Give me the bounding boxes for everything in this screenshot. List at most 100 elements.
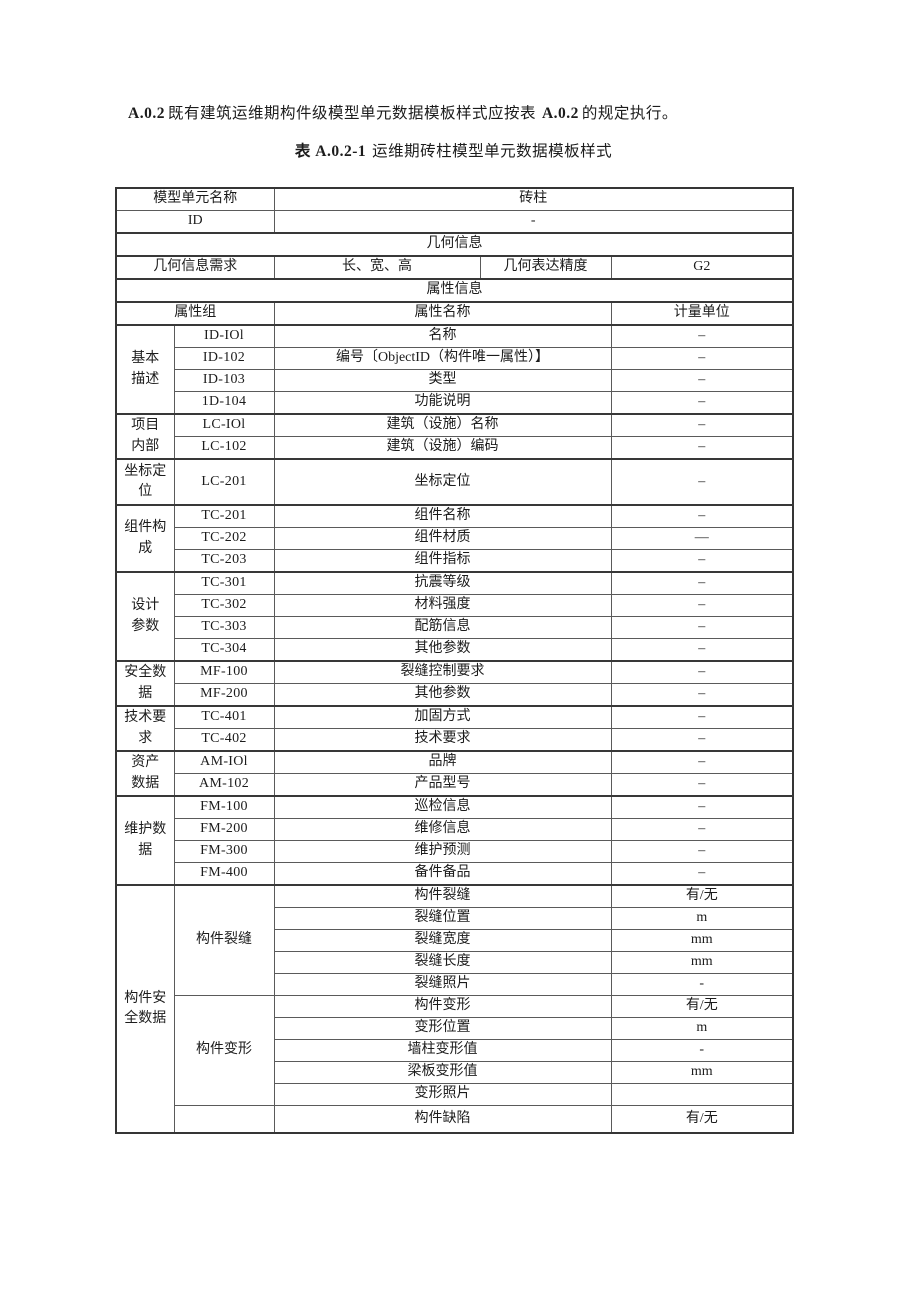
unit-cell: mm [610, 929, 794, 952]
unit-cell: – [610, 324, 794, 348]
group-cell: 基本 描述 [115, 324, 175, 415]
attr-name-cell: 构件裂缝 [273, 884, 612, 908]
group-cell: 资产 数据 [115, 750, 175, 797]
unit-cell: – [610, 638, 794, 662]
unit-cell: – [610, 549, 794, 573]
unit-cell: – [610, 616, 794, 639]
unit-cell: - [610, 973, 794, 996]
unit-cell: – [610, 436, 794, 460]
unit-cell: m [610, 907, 794, 930]
unit-cell: – [610, 705, 794, 729]
table-row: TC-202 组件材质 — [116, 527, 794, 550]
code-cell: FM-300 [173, 840, 275, 863]
attr-name-cell: 变形位置 [273, 1017, 612, 1040]
geometry-precision-label-cell: 几何表达精度 [479, 255, 612, 280]
unit-cell: — [610, 527, 794, 550]
code-cell: LC-IOl [173, 413, 275, 437]
group-cell: 技术要 求 [115, 705, 175, 752]
code-cell: MF-100 [173, 660, 275, 684]
table-caption: 表 A.0.2-1 运维期砖柱模型单元数据模板样式 [115, 139, 792, 161]
unit-cell [610, 1083, 794, 1106]
code-cell: FM-100 [173, 795, 275, 819]
code-cell: TC-303 [173, 616, 275, 639]
unit-cell: 有/无 [610, 995, 794, 1018]
table-row: MF-200 其他参数 – [116, 683, 794, 707]
geometry-precision-value-cell: G2 [610, 255, 794, 280]
code-cell: TC-304 [173, 638, 275, 662]
attr-name-cell: 类型 [273, 369, 612, 392]
table-row: TC-402 技术要求 – [116, 728, 794, 752]
id-value-cell: - [273, 210, 794, 234]
model-unit-value-cell: 砖柱 [273, 187, 794, 211]
attr-name-cell: 组件指标 [273, 549, 612, 573]
code-cell: MF-200 [173, 683, 275, 707]
table-row: 变形照片 [116, 1083, 794, 1106]
attr-name-cell: 其他参数 [273, 638, 612, 662]
code-cell: FM-400 [173, 862, 275, 886]
attr-name-cell: 技术要求 [273, 728, 612, 752]
row-model-unit: 模型单元名称 砖柱 [115, 187, 794, 211]
unit-cell: 有/无 [610, 884, 794, 908]
row-geometry-section: 几何信息 [115, 232, 794, 257]
col-header-group: 属性组 [115, 301, 275, 326]
attr-name-cell: 材料强度 [273, 594, 612, 617]
code-cell: TC-401 [173, 705, 275, 729]
table-row: 组件构 成 TC-201 组件名称 – [115, 504, 794, 573]
table-row: 项目 内部 LC-IOl 建筑（设施）名称 – [115, 413, 794, 460]
code-cell: AM-102 [173, 773, 275, 797]
attr-name-cell: 组件材质 [273, 527, 612, 550]
table-row: 技术要 求 TC-401 加固方式 – [115, 705, 794, 752]
table-row: ID-103 类型 – [116, 369, 794, 392]
table-row: AM-102 产品型号 – [116, 773, 794, 797]
unit-cell: – [610, 594, 794, 617]
attr-name-cell: 裂缝长度 [273, 951, 612, 974]
table-row: ID-102 编号〔ObjectID（构件唯一属性）】 – [116, 347, 794, 370]
attr-name-cell: 其他参数 [273, 683, 612, 707]
attr-name-cell: 变形照片 [273, 1083, 612, 1106]
attr-name-cell: 裂缝宽度 [273, 929, 612, 952]
code-cell: TC-301 [173, 571, 275, 595]
subgroup-cell: 构件裂缝 [173, 884, 275, 996]
clause-number: A.0.2 [128, 104, 165, 122]
attr-name-cell: 裂缝位置 [273, 907, 612, 930]
group-cell: 维护数 据 [115, 795, 175, 886]
unit-cell: – [610, 369, 794, 392]
table-row: TC-303 配筋信息 – [116, 616, 794, 639]
table-row: 资产 数据 AM-IOl 品牌 – [115, 750, 794, 797]
attr-name-cell: 名称 [273, 324, 612, 348]
unit-cell: – [610, 683, 794, 707]
attr-name-cell: 建筑（设施）编码 [273, 436, 612, 460]
table-caption-number: 表 A.0.2-1 [294, 143, 367, 160]
attr-name-cell: 坐标定位 [273, 458, 612, 506]
table-row: 构件安 全数据 构件裂缝 构件裂缝 有/无 [115, 884, 794, 1134]
unit-cell: 有/无 [610, 1105, 794, 1134]
table-row: 基本 描述 ID-IOl 名称 – [115, 324, 794, 415]
attr-name-cell: 建筑（设施）名称 [273, 413, 612, 437]
row-column-headers: 属性组 属性名称 计量单位 [115, 301, 794, 326]
unit-cell: – [610, 660, 794, 684]
code-cell: ID-IOl [173, 324, 275, 348]
group-cell: 坐标定 位 [115, 458, 175, 506]
table-caption-text: 运维期砖柱模型单元数据模板样式 [372, 143, 613, 160]
unit-cell: mm [610, 1061, 794, 1084]
geometry-req-label-cell: 几何信息需求 [115, 255, 275, 280]
attr-name-cell: 裂缝控制要求 [273, 660, 612, 684]
clause-tail: 的规定执行。 [581, 104, 678, 122]
unit-cell: – [610, 413, 794, 437]
attr-name-cell: 组件名称 [273, 504, 612, 528]
unit-cell: – [610, 795, 794, 819]
table-row: 变形位置 m [116, 1017, 794, 1040]
code-cell: TC-203 [173, 549, 275, 573]
unit-cell: – [610, 728, 794, 752]
code-cell: AM-IOl [173, 750, 275, 774]
attribute-section-cell: 属性信息 [115, 278, 794, 303]
table-row: FM-300 维护预测 – [116, 840, 794, 863]
unit-cell: - [610, 1039, 794, 1062]
attr-name-cell: 编号〔ObjectID（构件唯一属性）】 [273, 347, 612, 370]
row-id: ID - [115, 210, 794, 234]
attr-name-cell: 产品型号 [273, 773, 612, 797]
table-row: 1D-104 功能说明 – [116, 391, 794, 415]
model-unit-label-cell: 模型单元名称 [115, 187, 275, 211]
code-cell: TC-202 [173, 527, 275, 550]
table-row: TC-203 组件指标 – [116, 549, 794, 573]
